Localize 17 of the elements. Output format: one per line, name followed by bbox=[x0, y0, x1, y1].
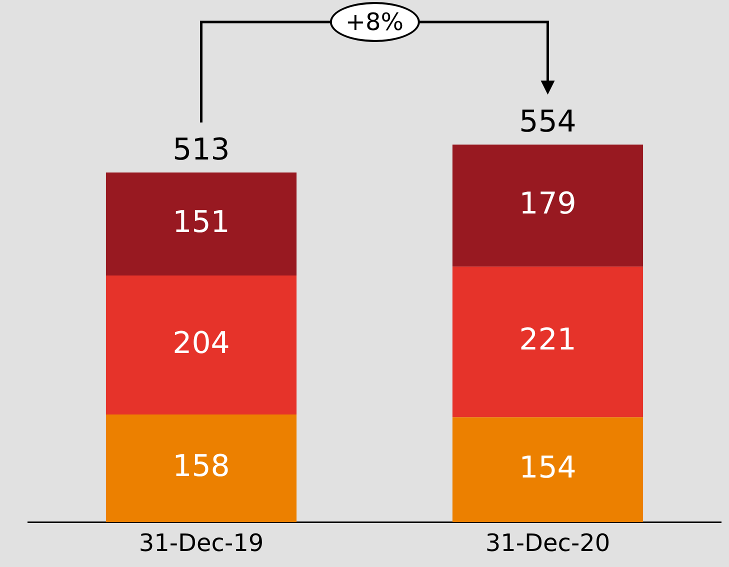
data-label: 204 bbox=[172, 326, 230, 361]
text: +8% bbox=[329, 2, 420, 42]
x-tick-label: 31-Dec-19 bbox=[138, 528, 264, 557]
total-label: 554 bbox=[519, 104, 576, 140]
data-label: 158 bbox=[172, 449, 230, 484]
data-label: 154 bbox=[519, 450, 576, 486]
bar bbox=[452, 266, 644, 418]
bar bbox=[106, 414, 297, 522]
data-label: 221 bbox=[519, 322, 576, 358]
total-label: 513 bbox=[172, 132, 230, 168]
x-tick-label: 31-Dec-20 bbox=[485, 528, 610, 557]
data-label: 151 bbox=[172, 204, 230, 240]
bar bbox=[452, 417, 644, 522]
bar bbox=[452, 144, 644, 267]
bar bbox=[106, 275, 297, 415]
data-label: 179 bbox=[519, 186, 576, 222]
bar bbox=[106, 172, 297, 276]
